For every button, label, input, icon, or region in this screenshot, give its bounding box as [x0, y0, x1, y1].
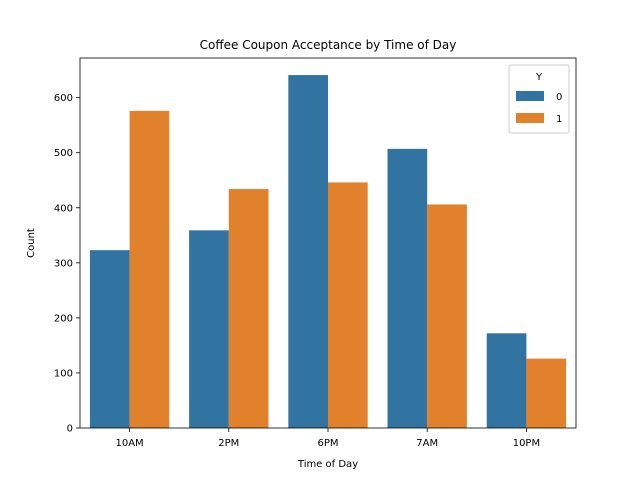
- bar-10pm-y0: [486, 333, 527, 428]
- legend-title: Y: [535, 72, 543, 83]
- bar-6pm-y1: [328, 182, 368, 428]
- bar-7am-y0: [387, 148, 428, 428]
- chart-title: Coffee Coupon Acceptance by Time of Day: [200, 38, 457, 52]
- bars-group: [89, 75, 567, 429]
- y-tick-label: 500: [54, 148, 73, 159]
- x-tick-label: 7AM: [416, 438, 438, 449]
- legend-swatch: [516, 113, 544, 123]
- x-axis-label: Time of Day: [297, 459, 358, 470]
- legend-swatch: [516, 91, 544, 101]
- x-tick-label: 10PM: [513, 438, 540, 449]
- y-tick-label: 300: [54, 258, 73, 269]
- y-tick-label: 100: [54, 368, 73, 379]
- bar-10pm-y1: [526, 358, 567, 429]
- y-tick-label: 200: [54, 313, 73, 324]
- x-tick-label: 6PM: [317, 438, 338, 449]
- plot-frame: [79, 57, 577, 429]
- legend-label: 0: [556, 92, 562, 103]
- bar-10am-y0: [89, 250, 130, 428]
- y-tick-label: 400: [54, 203, 73, 214]
- y-tick-label: 0: [67, 424, 73, 435]
- y-axis: 0 100 200 300 400 500 600: [54, 93, 80, 435]
- y-axis-label: Count: [26, 228, 37, 258]
- x-tick-label: 10AM: [115, 438, 143, 449]
- bar-7am-y1: [427, 204, 467, 428]
- bar-2pm-y0: [189, 230, 229, 428]
- bar-10am-y1: [129, 110, 170, 429]
- bar-6pm-y0: [288, 75, 328, 428]
- y-tick-label: 600: [54, 93, 73, 104]
- x-tick-label: 2PM: [218, 438, 239, 449]
- legend: Y 0 1: [508, 64, 570, 134]
- legend-label: 1: [556, 114, 562, 125]
- x-axis: 10AM 2PM 6PM 7AM 10PM: [115, 428, 540, 449]
- bar-2pm-y1: [228, 189, 269, 428]
